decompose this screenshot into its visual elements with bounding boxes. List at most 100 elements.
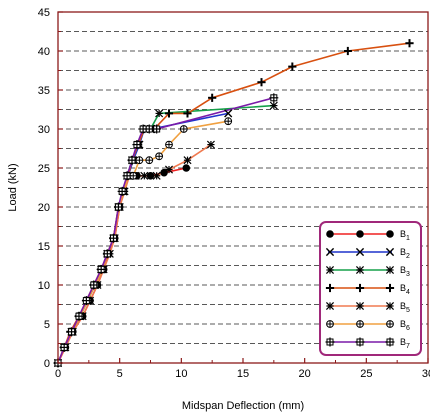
point-b6 xyxy=(155,152,164,161)
point-b4 xyxy=(164,109,174,118)
x-tick-label: 5 xyxy=(117,368,123,380)
legend-marker xyxy=(355,301,365,311)
legend-marker xyxy=(355,247,365,257)
legend-label: B3 xyxy=(400,265,410,278)
series-markers xyxy=(53,39,414,368)
legend-label: B2 xyxy=(400,247,410,260)
legend-item-b5: B5 xyxy=(325,301,410,314)
y-tick-label: 40 xyxy=(38,46,50,58)
point-b3 xyxy=(269,101,278,110)
point-b6 xyxy=(145,156,154,165)
legend-label-base: B xyxy=(400,229,406,239)
legend-label-base: B xyxy=(400,319,406,329)
x-tick-labels: 0 5 10 15 20 25 30 xyxy=(55,368,430,380)
legend-marker xyxy=(326,320,334,328)
y-axis-label: Load (kN) xyxy=(7,163,19,211)
point-b6 xyxy=(129,171,138,180)
y-tick-label: 35 xyxy=(38,85,50,97)
point-b7 xyxy=(109,233,118,243)
x-tick-label: 20 xyxy=(299,368,311,380)
legend-label-base: B xyxy=(400,265,406,275)
point-b5 xyxy=(152,171,161,180)
legend-marker xyxy=(385,283,395,293)
y-tick-label: 30 xyxy=(38,124,50,136)
point-b5 xyxy=(164,165,174,174)
point-b4 xyxy=(183,109,192,118)
legend-label-subscript: 7 xyxy=(406,343,410,350)
point-b1 xyxy=(146,172,155,180)
point-b2 xyxy=(224,109,233,118)
point-b7 xyxy=(89,280,99,290)
point-b6 xyxy=(165,140,173,149)
point-b7 xyxy=(96,264,106,274)
point-b7 xyxy=(122,171,132,181)
legend-label-base: B xyxy=(400,247,406,257)
legend-marker xyxy=(325,247,335,257)
point-b1 xyxy=(182,164,191,172)
legend-label-base: B xyxy=(400,337,406,347)
x-tick-label: 0 xyxy=(55,368,61,380)
legend-item-b4: B4 xyxy=(325,283,410,296)
legend-label: B7 xyxy=(400,337,410,350)
point-b4 xyxy=(288,62,297,71)
point-b6 xyxy=(224,117,233,126)
point-b7 xyxy=(132,140,142,150)
axis-ticks xyxy=(57,11,429,364)
point-b4 xyxy=(405,39,414,48)
legend-marker xyxy=(325,283,335,293)
legend-label: B6 xyxy=(400,319,410,332)
legend-marker xyxy=(385,301,395,311)
legend-item-b3: B3 xyxy=(325,265,410,278)
legend-item-b2: B2 xyxy=(325,247,410,260)
point-b4 xyxy=(343,46,352,56)
point-b5 xyxy=(183,156,192,165)
legend-marker xyxy=(386,320,394,328)
point-b7 xyxy=(74,311,84,321)
legend-marker xyxy=(355,337,365,347)
x-tick-label: 15 xyxy=(237,368,249,380)
legend-marker xyxy=(385,337,395,347)
point-b7 xyxy=(113,202,123,212)
legend-label-subscript: 5 xyxy=(406,307,410,314)
point-b6 xyxy=(179,125,188,133)
point-b7 xyxy=(81,296,91,306)
point-b7 xyxy=(127,155,137,165)
legend-marker xyxy=(386,230,394,238)
y-tick-label: 25 xyxy=(38,163,50,175)
y-tick-label: 45 xyxy=(38,7,50,19)
legend-label: B1 xyxy=(400,229,410,242)
point-b4 xyxy=(208,93,217,102)
x-tick-label: 10 xyxy=(175,368,187,380)
legend-marker xyxy=(355,283,365,293)
legend-label-subscript: 6 xyxy=(406,325,410,332)
legend-marker xyxy=(325,337,335,347)
y-tick-label: 5 xyxy=(44,319,50,331)
point-b7 xyxy=(269,93,279,103)
x-tick-label: 25 xyxy=(360,368,372,380)
point-b4 xyxy=(257,78,266,87)
y-tick-labels: 0 5 10 15 20 25 30 35 40 45 xyxy=(38,7,50,370)
x-axis-label: Midspan Deflection (mm) xyxy=(182,400,304,412)
y-tick-label: 10 xyxy=(38,280,50,292)
y-tick-label: 15 xyxy=(38,241,50,253)
legend-label-subscript: 3 xyxy=(406,271,410,278)
legend-label-base: B xyxy=(400,301,406,311)
point-b6 xyxy=(135,156,144,165)
legend-marker xyxy=(356,230,364,238)
legend-marker xyxy=(385,247,395,257)
legend-label-base: B xyxy=(400,283,406,293)
point-b5 xyxy=(140,171,149,180)
point-b7 xyxy=(152,124,162,134)
point-b7 xyxy=(59,342,69,352)
point-b5 xyxy=(206,140,215,149)
legend-marker xyxy=(326,230,334,238)
legend-label-subscript: 1 xyxy=(406,235,410,242)
legend-marker xyxy=(385,265,395,275)
legend-marker xyxy=(325,265,335,275)
legend-item-b1: B1 xyxy=(326,229,410,242)
point-b1 xyxy=(160,168,168,177)
legend-label-subscript: 4 xyxy=(406,289,410,296)
legend-marker xyxy=(325,301,335,311)
